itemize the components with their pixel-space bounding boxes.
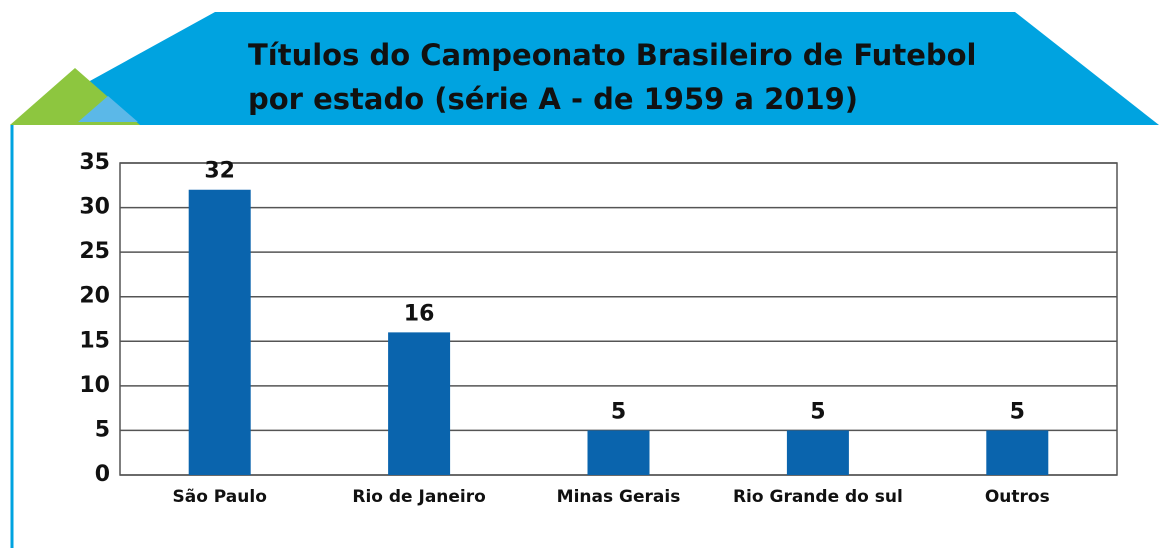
data-label: 32 xyxy=(204,159,235,184)
data-label: 5 xyxy=(810,399,825,424)
data-label: 5 xyxy=(1010,399,1025,424)
bar xyxy=(786,430,849,475)
bar xyxy=(587,430,650,475)
data-label: 5 xyxy=(611,399,626,424)
bar xyxy=(388,332,451,475)
plot-frame xyxy=(119,162,1118,476)
header-banner xyxy=(10,12,1159,125)
y-tick-label: 25 xyxy=(79,239,110,264)
header-triangle-inner xyxy=(78,96,138,122)
x-tick-label: Rio Grande do sul xyxy=(733,487,903,507)
x-tick-label: Minas Gerais xyxy=(557,487,681,507)
y-tick-label: 0 xyxy=(95,462,110,487)
bar xyxy=(188,189,251,475)
y-tick-label: 10 xyxy=(79,373,110,398)
y-tick-label: 5 xyxy=(95,417,110,442)
x-tick-label: Outros xyxy=(985,487,1050,507)
x-tick-label: Rio de Janeiro xyxy=(352,487,485,507)
bar xyxy=(986,430,1049,475)
y-tick-label: 20 xyxy=(79,284,110,309)
y-tick-label: 35 xyxy=(79,150,110,175)
chart-title: Títulos do Campeonato Brasileiro de Fute… xyxy=(248,38,976,72)
y-tick-label: 30 xyxy=(79,195,110,220)
x-tick-label: São Paulo xyxy=(172,487,266,507)
data-label: 16 xyxy=(404,301,435,326)
y-tick-label: 15 xyxy=(79,328,110,353)
chart-title: por estado (série A - de 1959 a 2019) xyxy=(248,82,858,116)
